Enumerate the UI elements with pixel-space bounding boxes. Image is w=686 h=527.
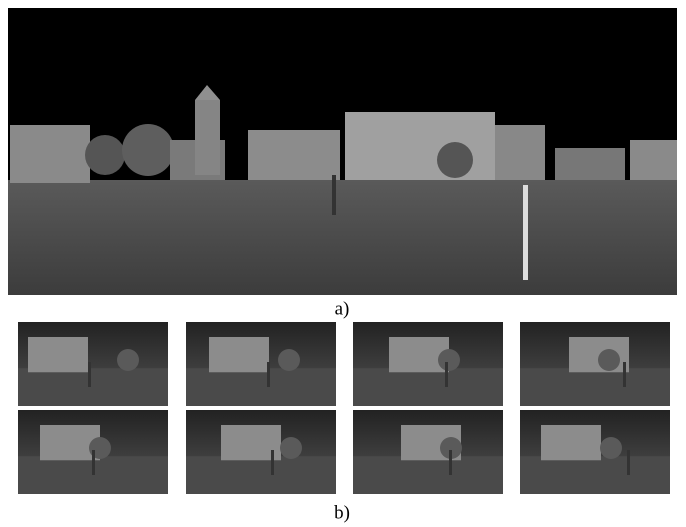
thumb-pole bbox=[449, 450, 452, 475]
building bbox=[630, 140, 677, 180]
thumb-tree bbox=[280, 437, 302, 459]
figure: a) b) bbox=[0, 0, 686, 527]
thumb-ground bbox=[186, 368, 336, 406]
thumb-building bbox=[28, 337, 88, 372]
thumb-pole bbox=[88, 362, 91, 387]
caption: b) bbox=[334, 502, 350, 523]
building bbox=[10, 125, 90, 183]
thumb-pole bbox=[271, 450, 274, 475]
thumbnail bbox=[520, 322, 670, 406]
thumbnail bbox=[18, 410, 168, 494]
thumb-ground bbox=[186, 456, 336, 494]
thumb-pole bbox=[623, 362, 626, 387]
thumbnail bbox=[18, 322, 168, 406]
thumb-tree bbox=[598, 349, 620, 371]
panorama-ground bbox=[8, 180, 677, 295]
building bbox=[248, 130, 340, 180]
thumbnail-grid bbox=[18, 322, 670, 494]
thumb-pole bbox=[92, 450, 95, 475]
thumb-pole bbox=[267, 362, 270, 387]
thumb-ground bbox=[520, 368, 670, 406]
thumb-tree bbox=[438, 349, 460, 371]
building bbox=[495, 125, 545, 180]
thumb-ground bbox=[18, 368, 168, 406]
thumbnail bbox=[186, 322, 336, 406]
panorama bbox=[8, 8, 677, 295]
caption: a) bbox=[335, 298, 350, 319]
thumb-pole bbox=[627, 450, 630, 475]
thumb-ground bbox=[353, 456, 503, 494]
pole bbox=[332, 175, 336, 215]
thumb-pole bbox=[445, 362, 448, 387]
thumb-building bbox=[209, 337, 269, 372]
thumbnail bbox=[186, 410, 336, 494]
thumbnail bbox=[353, 322, 503, 406]
thumb-building bbox=[541, 425, 601, 460]
building bbox=[345, 112, 495, 180]
thumb-building bbox=[569, 337, 629, 372]
thumb-tree bbox=[278, 349, 300, 371]
thumbnail bbox=[520, 410, 670, 494]
thumb-tree bbox=[117, 349, 139, 371]
building bbox=[555, 148, 625, 180]
tree bbox=[85, 135, 125, 175]
thumbnail bbox=[353, 410, 503, 494]
thumb-ground bbox=[520, 456, 670, 494]
tree bbox=[437, 142, 473, 178]
thumb-ground bbox=[353, 368, 503, 406]
pole bbox=[523, 185, 528, 280]
tree bbox=[122, 124, 174, 176]
thumb-tree bbox=[600, 437, 622, 459]
church-tower bbox=[195, 100, 220, 175]
